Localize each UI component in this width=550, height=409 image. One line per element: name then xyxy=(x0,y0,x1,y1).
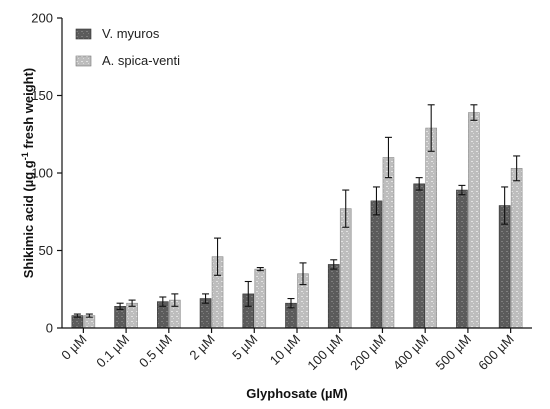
x-tick-label: 400 µM xyxy=(390,332,431,373)
x-axis-title: Glyphosate (µM) xyxy=(246,386,347,401)
bar-a-spica-venti xyxy=(382,157,395,329)
legend: V. myuros A. spica-venti xyxy=(75,26,180,68)
error-bar-v-myuros xyxy=(501,186,509,225)
y-axis-title: Shikimic acid (µg g-1 fresh weight) xyxy=(20,68,36,279)
x-ticks: 0 µM 0.1 µM 0.5 µM 2 µM 5 µM 10 µM 100 µM 200 µ… xyxy=(58,328,517,373)
error-bar-v-myuros xyxy=(330,259,338,270)
bar-a-spica-venti xyxy=(425,127,437,329)
error-bar-v-myuros xyxy=(202,293,210,304)
x-tick-label: 200 µM xyxy=(347,332,388,373)
error-bar-a-spica-venti xyxy=(256,266,264,272)
bar-a-spica-venti xyxy=(126,302,138,329)
y-tick-label: 150 xyxy=(31,88,53,103)
error-bar-a-spica-venti xyxy=(214,237,222,276)
error-bar-a-spica-venti xyxy=(171,293,179,307)
bar-v-myuros xyxy=(327,264,340,329)
y-ticks: 0 50 100 150 200 xyxy=(31,11,62,336)
error-bar-v-myuros xyxy=(244,280,252,307)
bar-v-myuros xyxy=(456,189,468,329)
error-bar-a-spica-venti xyxy=(128,299,136,307)
error-bar-a-spica-venti xyxy=(342,189,350,228)
y-tick-label: 200 xyxy=(31,11,53,26)
bars-layer xyxy=(71,112,523,329)
legend-label-a-spica-venti: A. spica-venti xyxy=(102,53,180,68)
error-bar-a-spica-venti xyxy=(427,104,435,152)
error-bar-v-myuros xyxy=(159,296,167,307)
y-axis-title-tail: fresh weight) xyxy=(21,68,36,153)
y-tick-label: 0 xyxy=(46,321,53,336)
bar-v-myuros xyxy=(413,183,425,329)
x-tick-label: 10 µM xyxy=(267,332,303,368)
legend-swatch-v-myuros xyxy=(75,28,92,40)
y-tick-label: 100 xyxy=(31,166,53,181)
bar-a-spica-venti xyxy=(510,168,523,329)
y-axis-title-main: Shikimic acid (µg g xyxy=(21,160,36,278)
x-tick-label: 0.5 µM xyxy=(136,332,175,371)
error-bar-a-spica-venti xyxy=(384,136,392,179)
y-tick-label: 50 xyxy=(39,243,53,258)
error-bar-v-myuros xyxy=(458,184,466,196)
legend-label-v-myuros: V. myuros xyxy=(102,26,160,41)
bar-a-spica-venti xyxy=(468,112,480,329)
bar-a-spica-venti xyxy=(254,268,267,329)
x-tick-label: 5 µM xyxy=(229,332,260,363)
error-bar-a-spica-venti xyxy=(513,155,521,182)
error-bars-layer xyxy=(73,104,521,318)
x-tick-label: 0 µM xyxy=(58,332,89,363)
x-tick-label: 2 µM xyxy=(186,332,217,363)
x-tick-label: 0.1 µM xyxy=(93,332,132,371)
error-bar-a-spica-venti xyxy=(85,313,93,318)
error-bar-a-spica-venti xyxy=(299,262,307,286)
x-tick-label: 500 µM xyxy=(433,332,474,373)
error-bar-v-myuros xyxy=(372,186,380,216)
bar-v-myuros xyxy=(370,200,383,329)
y-axis-title-superscript: -1 xyxy=(20,152,30,160)
error-bar-v-myuros xyxy=(287,297,295,309)
error-bar-v-myuros xyxy=(116,302,124,310)
error-bar-a-spica-venti xyxy=(470,104,478,121)
error-bar-v-myuros xyxy=(73,313,81,318)
x-tick-label: 600 µM xyxy=(475,332,516,373)
legend-swatch-a-spica-venti xyxy=(75,55,92,67)
error-bar-v-myuros xyxy=(415,177,423,191)
x-tick-label: 100 µM xyxy=(304,332,345,373)
